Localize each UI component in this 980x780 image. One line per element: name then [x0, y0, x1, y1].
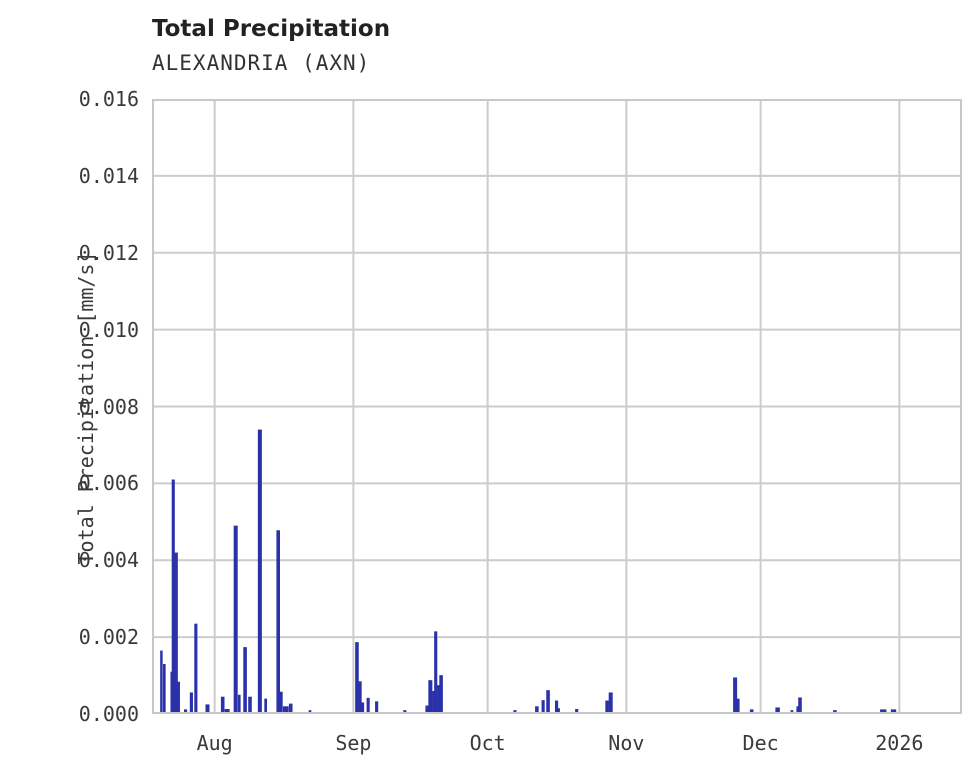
precip-bar	[160, 650, 163, 714]
bar-chart-svg	[152, 99, 962, 714]
precip-bar	[432, 690, 435, 714]
x-tick-label: Oct	[469, 731, 506, 755]
precip-bar	[366, 697, 370, 714]
y-tick-label: 0.010	[78, 317, 139, 342]
precip-bar	[257, 429, 262, 714]
precip-bar	[736, 698, 740, 714]
y-tick-label: 0.006	[78, 471, 139, 496]
precip-bar	[434, 631, 438, 714]
precip-bar	[546, 690, 550, 714]
precip-bar	[437, 685, 440, 714]
precip-bar	[605, 700, 609, 714]
y-tick-label: 0.012	[78, 240, 139, 265]
precip-bar	[194, 623, 198, 714]
precip-bar	[880, 709, 887, 714]
precip-bar	[171, 479, 175, 714]
precip-bar	[608, 692, 613, 714]
plot-area	[152, 99, 962, 714]
precip-bar	[279, 691, 283, 714]
precip-bar	[276, 530, 280, 714]
precip-bar	[749, 709, 754, 714]
precip-bar	[224, 709, 230, 714]
x-tick-label: Aug	[196, 731, 233, 755]
precip-bar	[282, 706, 289, 714]
precip-bar	[248, 696, 252, 714]
plot-border	[152, 99, 962, 714]
precip-bar	[358, 681, 362, 714]
precip-bar	[361, 702, 365, 714]
precip-bar	[375, 701, 379, 714]
precip-bar	[174, 552, 178, 714]
precip-bar	[796, 706, 800, 714]
y-tick-label: 0.008	[78, 394, 139, 419]
y-tick-label: 0.000	[78, 702, 139, 726]
y-tick-label: 0.002	[78, 625, 139, 650]
precip-bar	[205, 704, 210, 714]
precip-bar	[428, 680, 433, 714]
precip-bar	[170, 671, 173, 714]
precip-bar	[243, 647, 247, 714]
precip-bar	[798, 697, 802, 714]
precip-bar	[425, 705, 430, 714]
x-tick-label: 2026	[875, 731, 924, 755]
precip-bar	[557, 708, 560, 714]
precip-bar	[439, 675, 443, 714]
precip-bar	[733, 677, 738, 714]
y-tick-label: 0.014	[78, 163, 139, 188]
precip-bar	[575, 709, 579, 714]
precip-bar	[535, 706, 539, 714]
precip-bar	[183, 709, 188, 714]
precip-bar	[355, 642, 359, 714]
precip-bar	[237, 694, 241, 714]
x-tick-label: Dec	[742, 731, 779, 755]
precip-bar	[220, 696, 225, 714]
precip-bar	[177, 681, 180, 714]
precip-bar	[288, 703, 293, 714]
precip-bar	[233, 525, 238, 714]
y-tick-label: 0.016	[78, 87, 139, 111]
precip-bar	[189, 692, 193, 714]
precip-bar	[554, 700, 559, 714]
precip-bar	[162, 664, 166, 714]
chart-subtitle: ALEXANDRIA (AXN)	[152, 51, 371, 75]
precipitation-bars	[160, 429, 897, 714]
gridlines	[152, 99, 962, 714]
precip-bar	[264, 698, 268, 714]
x-tick-label: Nov	[608, 731, 645, 755]
chart-title: Total Precipitation	[152, 16, 391, 42]
y-tick-label: 0.004	[78, 548, 139, 573]
x-tick-label: Sep	[335, 731, 372, 755]
precip-bar	[541, 700, 545, 714]
precip-bar	[775, 707, 780, 714]
precip-bar	[890, 709, 897, 714]
